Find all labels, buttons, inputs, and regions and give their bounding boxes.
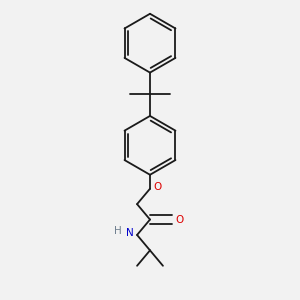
- Text: N: N: [126, 228, 134, 239]
- Text: O: O: [154, 182, 162, 192]
- Text: H: H: [114, 226, 122, 236]
- Text: O: O: [176, 214, 184, 224]
